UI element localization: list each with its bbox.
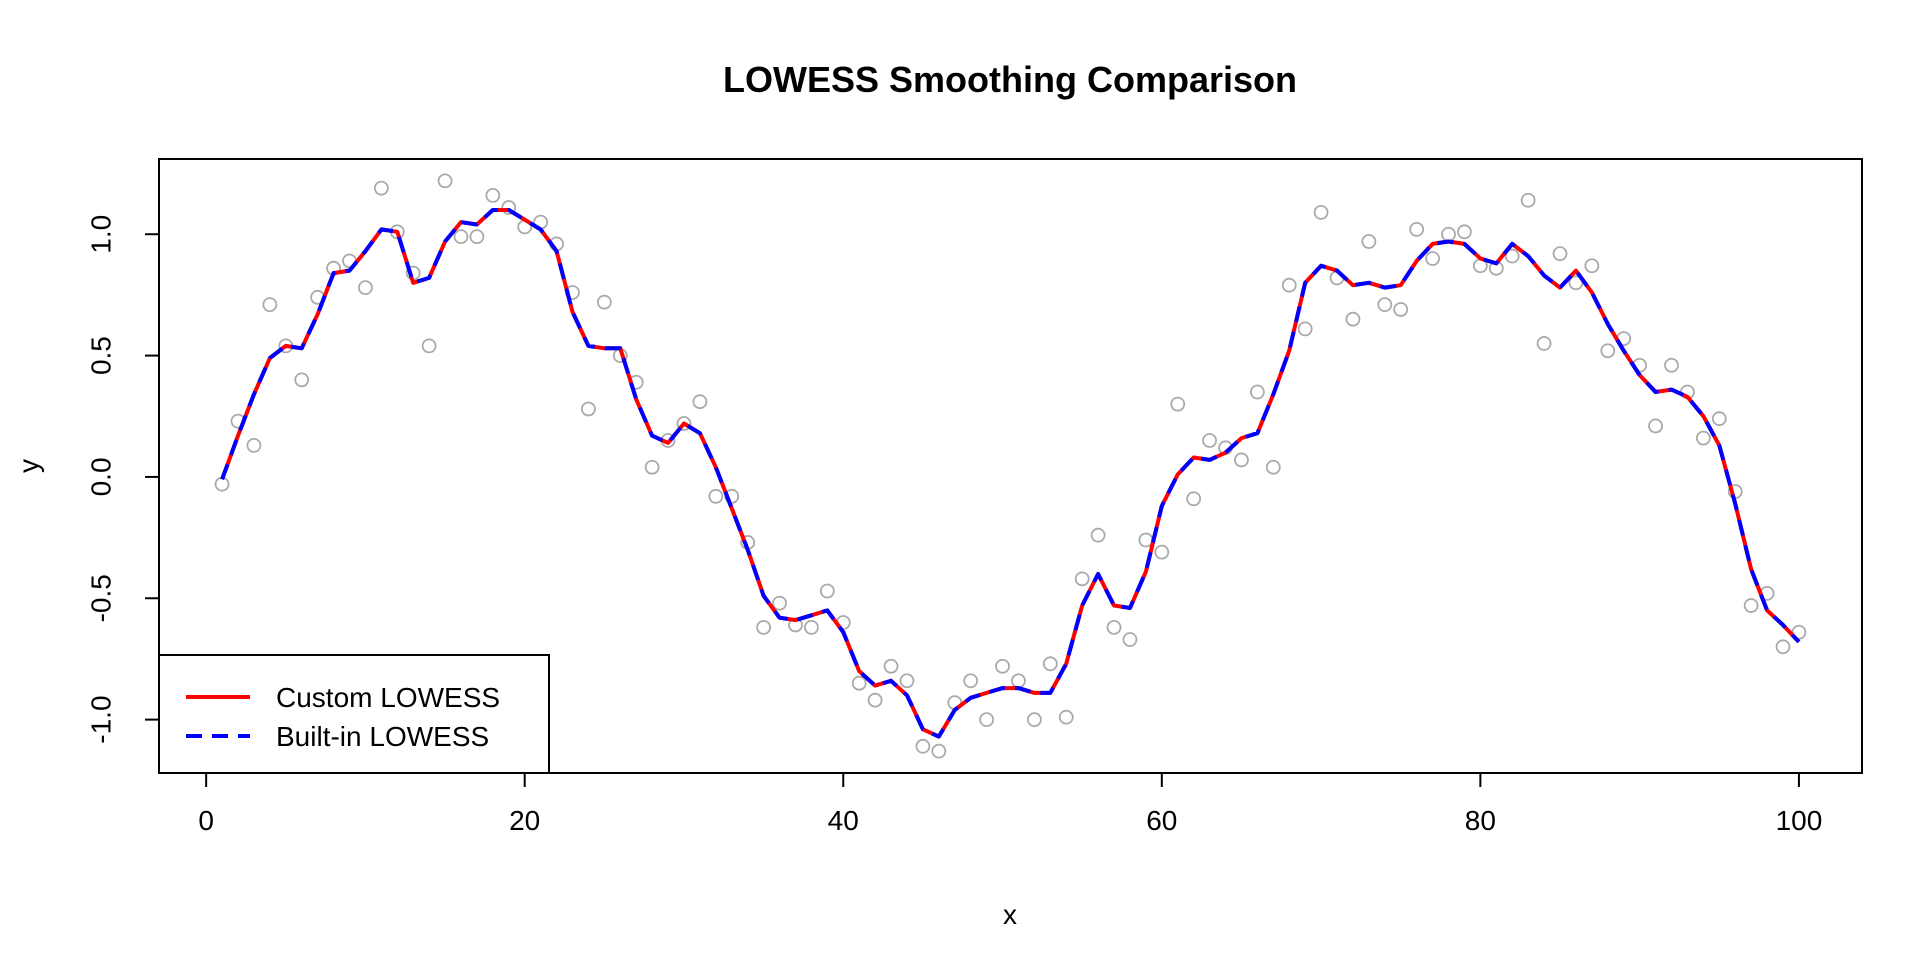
x-tick-label: 40 — [828, 805, 859, 836]
data-point — [692, 394, 708, 410]
smoothing-lines — [220, 208, 1801, 739]
x-tick-label: 20 — [509, 805, 540, 836]
data-point — [1743, 598, 1759, 613]
data-point — [883, 658, 899, 674]
data-point — [1074, 571, 1090, 587]
data-point — [708, 488, 724, 504]
data-point — [294, 372, 310, 388]
data-point — [373, 180, 389, 196]
data-point — [1520, 192, 1536, 208]
x-axis: 0 20 40 60 80 100 — [198, 772, 1823, 836]
data-point — [1552, 246, 1568, 262]
y-tick-label: -1.0 — [86, 695, 117, 743]
y-tick-label: -0.5 — [86, 574, 117, 622]
data-point — [963, 673, 979, 689]
data-point — [1409, 221, 1425, 237]
data-point — [1775, 639, 1791, 655]
data-point — [1600, 343, 1616, 359]
data-point — [1154, 544, 1170, 560]
data-point — [1711, 411, 1727, 427]
data-point — [1345, 311, 1361, 327]
y-axis: -1.0 -0.5 0.0 0.5 1.0 — [86, 215, 160, 744]
data-point — [1457, 224, 1472, 240]
data-point — [756, 619, 772, 635]
data-point — [979, 712, 995, 728]
y-axis-label: y — [13, 459, 44, 473]
data-point — [1090, 527, 1106, 543]
data-point — [1265, 459, 1281, 475]
data-point — [1664, 357, 1679, 373]
data-point — [1377, 297, 1393, 313]
x-tick-label: 0 — [198, 805, 214, 836]
data-point — [1648, 418, 1663, 434]
data-point — [501, 200, 517, 215]
data-point — [772, 595, 787, 611]
data-point — [915, 738, 931, 754]
data-point — [1042, 656, 1058, 672]
data-point — [1026, 712, 1042, 728]
y-tick-label: 0.5 — [86, 336, 117, 375]
data-point — [1281, 277, 1297, 293]
x-axis-label: x — [1003, 899, 1017, 930]
data-point — [437, 173, 453, 189]
data-point — [1249, 384, 1265, 400]
legend-label-builtin: Built-in LOWESS — [276, 721, 489, 752]
data-point — [819, 583, 835, 599]
data-point — [1106, 619, 1122, 635]
x-tick-label: 80 — [1465, 805, 1496, 836]
data-point — [1170, 396, 1186, 412]
data-point — [1058, 709, 1074, 725]
y-tick-label: 1.0 — [86, 215, 117, 254]
data-point — [644, 459, 660, 475]
builtin-lowess-line — [220, 208, 1801, 739]
data-point — [581, 401, 596, 417]
legend-label-custom: Custom LOWESS — [276, 682, 500, 713]
data-point — [1202, 433, 1217, 448]
data-point — [421, 338, 437, 354]
data-point — [469, 229, 485, 245]
data-point — [804, 619, 819, 635]
data-point — [867, 692, 883, 708]
data-point — [246, 437, 262, 453]
data-point — [1297, 321, 1313, 337]
data-point — [995, 658, 1010, 674]
chart-title: LOWESS Smoothing Comparison — [723, 59, 1297, 100]
data-point — [1361, 234, 1377, 249]
x-tick-label: 60 — [1146, 805, 1177, 836]
x-tick-label: 100 — [1776, 805, 1823, 836]
data-point — [676, 416, 692, 431]
data-point — [1234, 452, 1249, 468]
data-point — [453, 229, 469, 245]
data-point — [1425, 251, 1440, 266]
data-point — [1504, 248, 1520, 264]
data-point — [1313, 204, 1329, 220]
data-point — [1584, 258, 1600, 274]
data-point — [596, 294, 612, 310]
y-tick-label: 0.0 — [86, 457, 117, 496]
data-point — [1536, 336, 1552, 351]
legend: Custom LOWESS Built-in LOWESS — [158, 654, 550, 774]
data-point — [931, 743, 947, 759]
legend-box — [158, 654, 550, 774]
scatter-points — [214, 173, 1807, 759]
data-point — [1122, 632, 1138, 647]
data-point — [851, 675, 867, 691]
data-point — [262, 297, 278, 313]
data-point — [1695, 430, 1711, 446]
data-point — [899, 673, 915, 689]
data-point — [1186, 491, 1202, 507]
data-point — [485, 188, 501, 203]
data-point — [1393, 302, 1409, 317]
data-point — [358, 280, 373, 296]
